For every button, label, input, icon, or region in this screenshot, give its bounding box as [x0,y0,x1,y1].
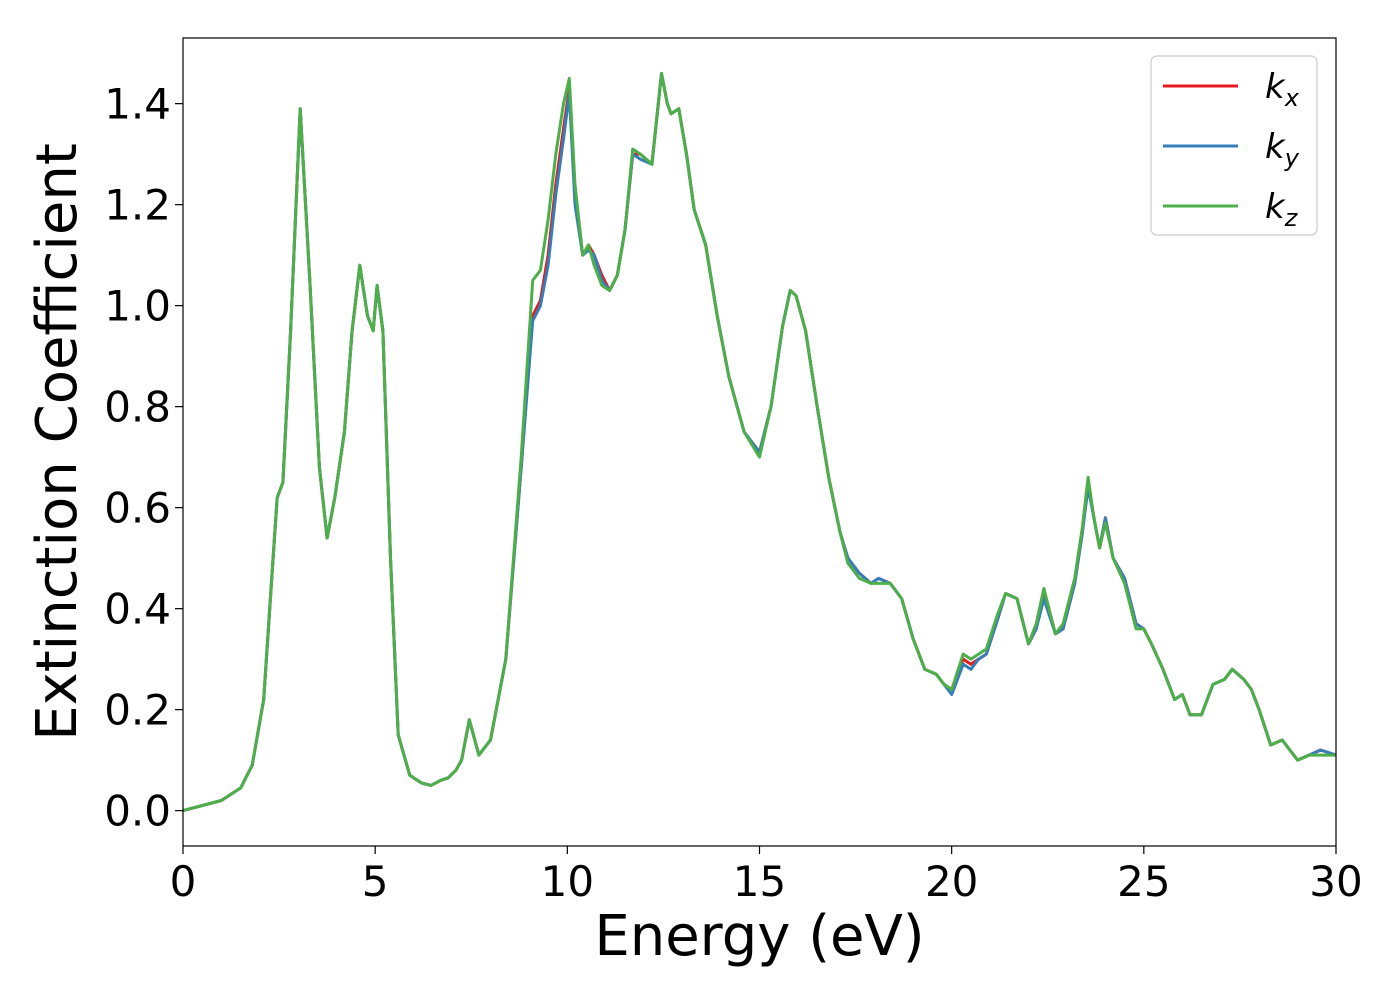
series-line-z [182,71,1336,813]
x-tick-label: 30 [1309,857,1362,906]
y-axis-title: Extinction Coefficient [25,143,90,741]
legend-label-y: ky [1265,127,1300,172]
legend: kx ky kz [1150,55,1318,236]
y-tick-label: 1.0 [104,282,171,331]
x-axis-title: Energy (eV) [594,904,924,969]
x-tick-label: 20 [925,857,978,906]
x-tick-label: 10 [541,857,594,906]
y-tick-label: 1.4 [104,80,171,129]
y-tick-label: 0.4 [104,585,171,634]
y-axis: 0.0 0.2 0.4 0.6 0.8 1.0 1.2 1.4 [104,80,183,836]
y-tick-label: 0.8 [104,383,171,432]
x-tick-label: 25 [1117,857,1170,906]
x-tick-label: 0 [170,857,197,906]
legend-label-x: kx [1265,67,1300,112]
y-tick-label: 0.0 [104,787,171,836]
series-layer [182,71,1337,813]
legend-label-z: kz [1265,187,1299,232]
x-axis: 0 5 10 15 20 25 30 [170,846,1363,906]
x-tick-label: 15 [733,857,786,906]
y-tick-label: 1.2 [104,181,171,230]
y-tick-label: 0.6 [104,484,171,533]
x-tick-label: 5 [362,857,389,906]
y-tick-label: 0.2 [104,686,171,735]
